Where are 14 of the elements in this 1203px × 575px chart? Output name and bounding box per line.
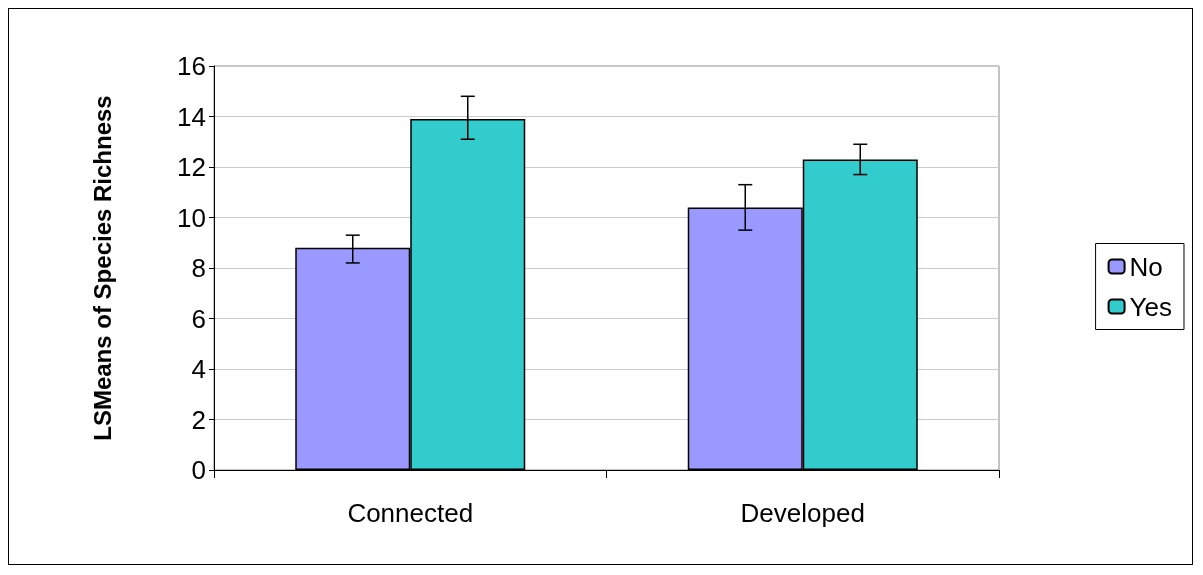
y-tick-label: 6 xyxy=(191,303,206,334)
legend-label: Yes xyxy=(1129,291,1173,322)
y-tick-label: 4 xyxy=(191,354,206,384)
y-tick-label: 0 xyxy=(191,455,206,485)
x-tick-label: Connected xyxy=(347,498,474,528)
y-tick-label: 2 xyxy=(191,404,206,435)
y-tick-label: 12 xyxy=(177,152,206,182)
y-tick-label: 14 xyxy=(177,101,206,132)
legend-label: No xyxy=(1129,251,1163,282)
x-tick-label: Developed xyxy=(740,498,865,528)
y-tick-label: 16 xyxy=(177,51,206,81)
y-tick-label: 8 xyxy=(191,253,206,283)
y-tick-label: 10 xyxy=(177,202,206,233)
y-axis-title: LSMeans of Species Richness xyxy=(88,95,116,441)
